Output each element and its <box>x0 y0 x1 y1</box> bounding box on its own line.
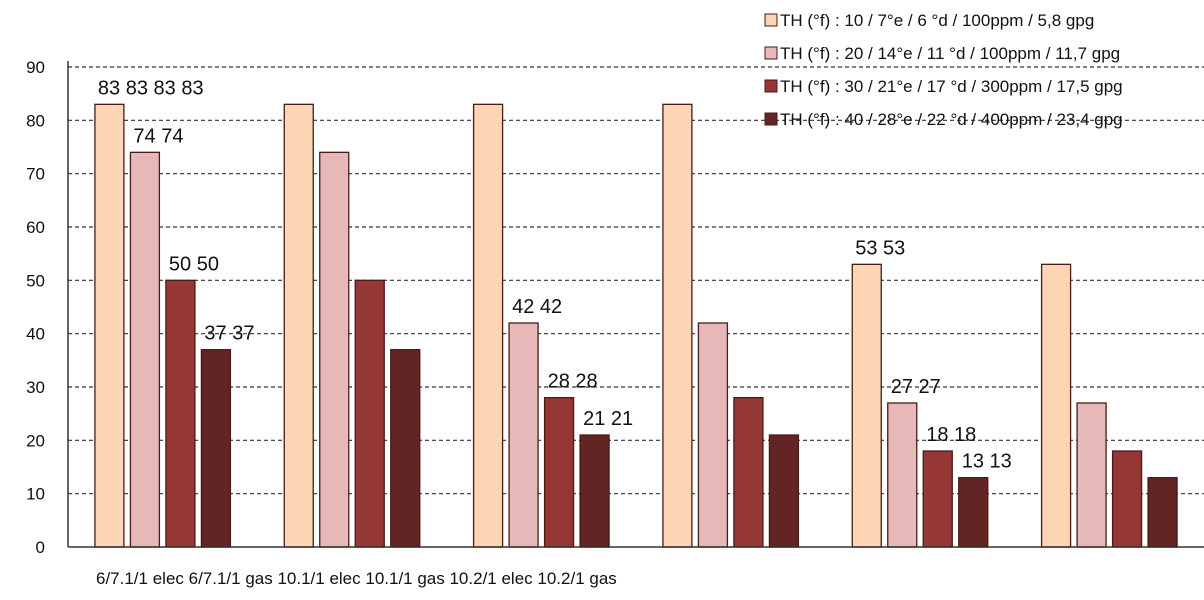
bar <box>354 279 385 548</box>
bar <box>1076 402 1107 548</box>
bar <box>1111 450 1143 548</box>
axes: 0 10 20 30 40 50 60 70 80 90 6/7.1/1 elec 6/7.1/1 … <box>26 58 1204 588</box>
bar <box>1147 477 1178 548</box>
bar <box>958 477 989 548</box>
bar <box>472 103 504 548</box>
y-tick-label: 40 <box>26 325 45 344</box>
y-tick-label: 60 <box>26 218 45 237</box>
data-label: 53 53 <box>855 237 905 259</box>
y-tick-label: 80 <box>26 111 45 130</box>
bar <box>851 263 882 548</box>
bar <box>697 322 729 548</box>
bars <box>94 103 1178 548</box>
bar <box>129 151 161 548</box>
bar <box>390 349 421 548</box>
legend-swatch <box>764 112 778 126</box>
gridlines <box>68 66 1204 495</box>
bar <box>319 151 350 548</box>
legend-entry: TH (°f) : 10 / 7°e / 6 °d / 100ppm / 5,8… <box>780 11 1094 30</box>
x-category-labels: 6/7.1/1 elec 6/7.1/1 gas 10.1/1 elec 10.… <box>96 569 617 588</box>
data-label: 37 37 <box>204 323 254 345</box>
bar <box>165 279 196 548</box>
legend-swatch <box>764 13 778 27</box>
bar <box>1040 263 1072 548</box>
y-tick-label: 20 <box>26 431 45 450</box>
y-tick-label: 50 <box>26 271 45 290</box>
data-label: 83 83 83 83 <box>98 77 204 99</box>
bar <box>94 103 125 548</box>
legend-swatch <box>764 46 778 60</box>
bar <box>887 402 918 548</box>
bar <box>662 103 693 548</box>
bar <box>283 103 314 548</box>
y-tick-label: 30 <box>26 378 45 397</box>
bar <box>543 397 575 548</box>
bar <box>733 397 764 548</box>
legend-entry: TH (°f) : 30 / 21°e / 17 °d / 300ppm / 1… <box>780 77 1123 96</box>
data-label: 27 27 <box>891 376 941 398</box>
bar <box>922 450 953 548</box>
data-label: 18 18 <box>926 424 976 446</box>
data-label: 42 42 <box>512 296 562 318</box>
bar <box>579 434 610 548</box>
y-tick-label: 0 <box>36 538 45 557</box>
legend-entry: TH (°f) : 20 / 14°e / 11 °d / 100ppm / 1… <box>780 44 1120 63</box>
bar <box>200 349 232 548</box>
bar <box>508 322 539 548</box>
data-labels: 83 83 83 83 74 74 50 50 37 37 42 42 28 28 21 2… <box>98 77 1012 472</box>
data-label: 21 21 <box>583 408 633 430</box>
legend-swatch <box>764 79 778 93</box>
data-label: 50 50 <box>169 253 219 275</box>
y-tick-label: 90 <box>26 58 45 77</box>
data-label: 74 74 <box>133 125 183 147</box>
data-label: 28 28 <box>548 371 598 393</box>
y-tick-label: 10 <box>26 485 45 504</box>
bar <box>768 434 800 548</box>
legend: TH (°f) : 10 / 7°e / 6 °d / 100ppm / 5,8… <box>764 11 1123 129</box>
data-label: 13 13 <box>962 451 1012 473</box>
y-tick-label: 70 <box>26 165 45 184</box>
legend-entry: TH (°f) : 40 / 28°e / 22 °d / 400ppm / 2… <box>780 110 1123 129</box>
